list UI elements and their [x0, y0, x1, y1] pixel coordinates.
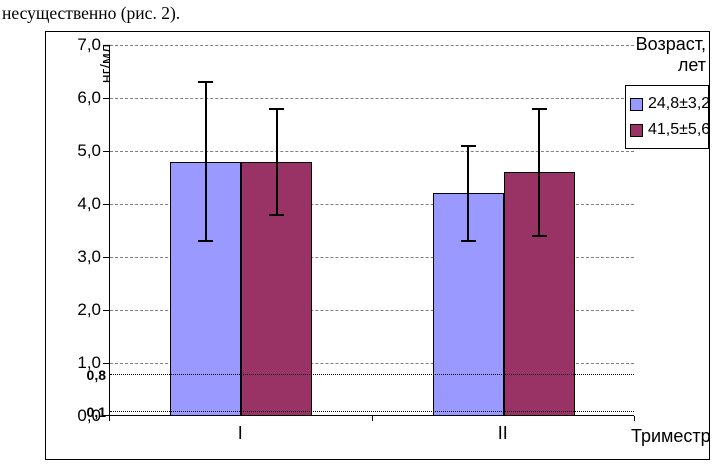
error-bar-cap	[198, 81, 214, 84]
error-bar	[467, 145, 470, 242]
x-tick-label: I	[237, 423, 243, 443]
y-tick-mark	[103, 98, 110, 99]
y-tick-mark	[103, 151, 110, 152]
gridline	[110, 363, 634, 364]
gridline	[110, 45, 634, 46]
error-bar-cap	[531, 107, 547, 110]
error-bar-cap	[198, 240, 214, 243]
y-tick-label: 5,0	[77, 141, 101, 160]
x-tick-label: II	[497, 423, 508, 443]
reference-line-label: 0,1	[86, 403, 106, 420]
y-tick-label: 4,0	[77, 194, 101, 213]
gridline	[110, 310, 634, 311]
reference-line	[110, 373, 634, 375]
gridline	[110, 204, 634, 205]
error-bar	[538, 108, 541, 236]
legend: 24,8±3,2 41,5±5,6	[625, 85, 710, 149]
gridline	[110, 98, 634, 99]
gridline	[110, 151, 634, 152]
legend-swatch-icon	[630, 123, 643, 137]
x-tick-mark	[109, 416, 110, 421]
legend-item: 41,5±5,6	[630, 117, 710, 143]
y-tick-mark	[103, 363, 110, 364]
x-axis-title: Триместр	[631, 426, 711, 446]
x-tick-mark	[371, 416, 373, 421]
legend-title: Возраст, лет	[635, 34, 706, 75]
error-bar-cap	[531, 234, 547, 237]
error-bar-cap	[460, 240, 476, 243]
chart-frame: нг/мл 0,0 1,0 2,0 3,0 4,0 5,0 6,0 7,0 0,8 0,1 Три…	[45, 31, 711, 460]
plot-area	[103, 45, 634, 416]
y-tick-label: 0,0	[77, 406, 101, 425]
y-tick-label: 6,0	[77, 88, 101, 107]
error-bar	[204, 82, 207, 242]
reference-line	[110, 410, 634, 412]
error-bar-cap	[269, 213, 285, 216]
y-tick-label: 3,0	[77, 247, 101, 266]
caption-text: несущественно (рис. 2).	[2, 3, 181, 23]
y-tick-mark	[103, 415, 110, 416]
bar	[241, 161, 313, 416]
gridline	[110, 257, 634, 258]
y-tick-mark	[103, 310, 110, 311]
y-tick-mark	[103, 257, 110, 258]
error-bar-cap	[269, 107, 285, 110]
legend-swatch-icon	[630, 97, 643, 111]
reference-line-label: 0,8	[86, 366, 106, 383]
y-tick-mark	[103, 45, 110, 46]
y-tick-mark	[103, 204, 110, 205]
y-tick-label: 1,0	[77, 353, 101, 372]
y-tick-label: 2,0	[77, 300, 101, 319]
legend-item: 24,8±3,2	[630, 91, 710, 117]
y-tick-label: 7,0	[77, 35, 101, 54]
x-tick-mark	[634, 416, 635, 421]
legend-item-label: 41,5±5,6	[648, 121, 711, 138]
error-bar-cap	[460, 144, 476, 147]
error-bar	[275, 108, 278, 215]
legend-item-label: 24,8±3,2	[648, 95, 711, 112]
